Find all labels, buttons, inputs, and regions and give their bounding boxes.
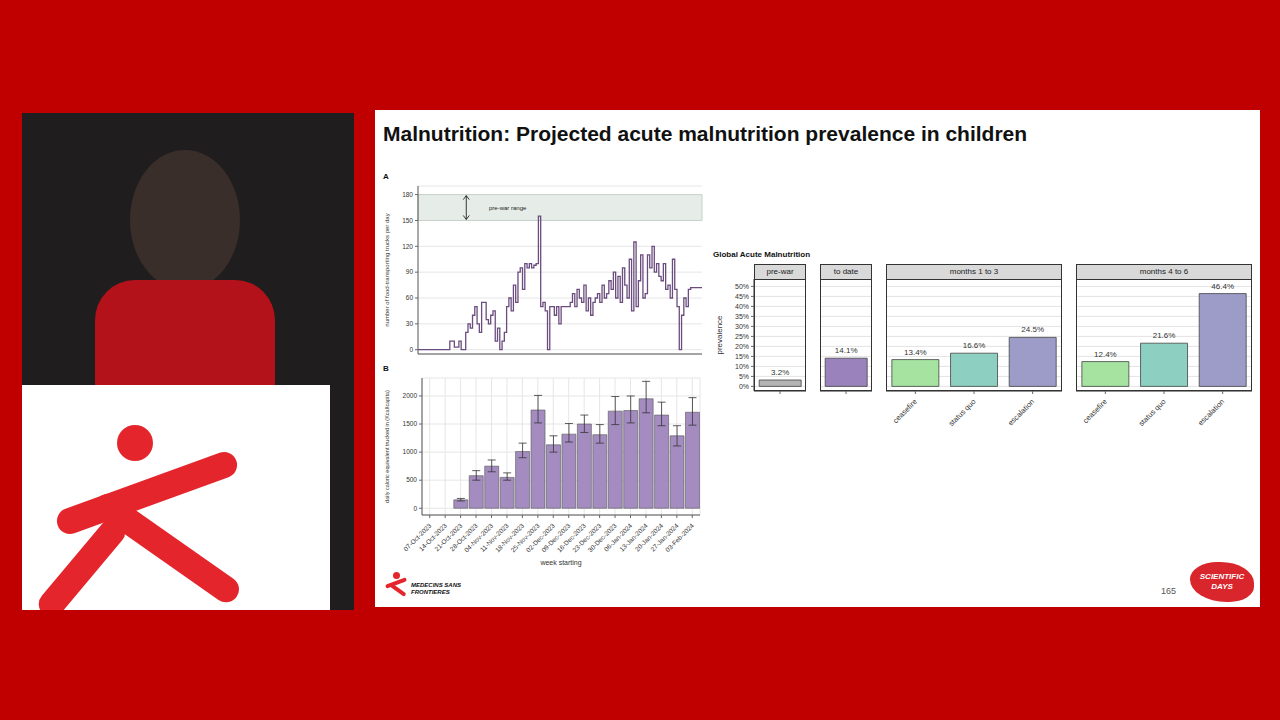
svg-text:30-Dec-2023: 30-Dec-2023	[586, 521, 618, 554]
svg-text:18-Nov-2023: 18-Nov-2023	[493, 521, 526, 554]
svg-text:500: 500	[406, 476, 417, 483]
svg-text:16.6%: 16.6%	[963, 341, 986, 350]
svg-text:0: 0	[413, 505, 417, 512]
svg-text:ceasefire: ceasefire	[1081, 397, 1109, 425]
html-text:A: A	[383, 172, 389, 181]
svg-text:status quo: status quo	[947, 397, 978, 428]
svg-text:14.1%: 14.1%	[835, 346, 858, 355]
svg-text:0%: 0%	[739, 383, 749, 390]
svg-text:21.6%: 21.6%	[1153, 331, 1176, 340]
html-text:months 4 to 6: months 4 to 6	[1139, 267, 1189, 276]
svg-text:30%: 30%	[735, 323, 749, 330]
svg-text:35%: 35%	[735, 313, 749, 320]
html-text:Malnutrition: Projected acute: Malnutrition: Projected acute malnutriti…	[383, 122, 1028, 145]
svg-text:20-Jan-2024: 20-Jan-2024	[633, 521, 665, 553]
svg-text:status quo: status quo	[1137, 397, 1168, 428]
svg-text:14-Oct-2023: 14-Oct-2023	[417, 521, 448, 553]
html-text:pre-war: pre-war	[766, 267, 794, 276]
svg-text:60: 60	[406, 294, 414, 301]
svg-text:daily caloric equivalent truck: daily caloric equivalent trucked in (Kca…	[384, 390, 390, 503]
svg-text:30: 30	[406, 320, 414, 327]
html-text:months 1 to 3: months 1 to 3	[949, 267, 999, 276]
svg-text:120: 120	[402, 243, 413, 250]
svg-text:46.4%: 46.4%	[1211, 282, 1234, 291]
svg-text:23-Dec-2023: 23-Dec-2023	[570, 521, 603, 554]
svg-text:03-Feb-2024: 03-Feb-2024	[664, 522, 696, 554]
svg-text:25%: 25%	[735, 333, 749, 340]
svg-text:04-Nov-2023: 04-Nov-2023	[462, 521, 495, 554]
html-text:Global Acute Malnutrition: Global Acute Malnutrition	[713, 250, 810, 259]
html-text:165: 165	[1161, 586, 1176, 596]
svg-text:1000: 1000	[403, 448, 418, 455]
svg-text:10%: 10%	[735, 363, 749, 370]
svg-text:20%: 20%	[735, 343, 749, 350]
svg-text:15%: 15%	[735, 353, 749, 360]
html-text:SCIENTIFIC DAYS: SCIENTIFIC DAYS	[1199, 572, 1245, 591]
svg-text:150: 150	[402, 217, 413, 224]
svg-text:16-Dec-2023: 16-Dec-2023	[555, 521, 587, 554]
svg-text:5%: 5%	[739, 373, 749, 380]
svg-text:24.5%: 24.5%	[1021, 325, 1044, 334]
svg-text:escalation: escalation	[1006, 397, 1036, 427]
svg-text:11-Nov-2023: 11-Nov-2023	[478, 521, 510, 554]
svg-text:2000: 2000	[403, 392, 418, 399]
svg-text:3.2%: 3.2%	[771, 368, 789, 377]
svg-text:week starting: week starting	[539, 559, 581, 567]
svg-text:27-Jan-2024: 27-Jan-2024	[648, 521, 680, 553]
svg-text:1500: 1500	[403, 420, 418, 427]
svg-text:50%: 50%	[735, 283, 749, 290]
svg-text:0: 0	[409, 346, 413, 353]
svg-text:ceasefire: ceasefire	[891, 397, 919, 425]
svg-text:45%: 45%	[735, 293, 749, 300]
svg-text:escalation: escalation	[1196, 397, 1226, 427]
html-text:to date: to date	[833, 267, 859, 276]
svg-text:pre-war range: pre-war range	[489, 205, 527, 211]
svg-text:40%: 40%	[735, 303, 749, 310]
svg-text:180: 180	[402, 191, 413, 198]
svg-text:02-Dec-2023: 02-Dec-2023	[524, 521, 557, 554]
html-text:MEDECINS SANS FRONTIERES: MEDECINS SANS FRONTIERES	[411, 582, 461, 595]
svg-text:90: 90	[406, 268, 414, 275]
html-text:B: B	[383, 364, 389, 373]
svg-text:25-Nov-2023: 25-Nov-2023	[509, 521, 541, 554]
svg-text:07-Oct-2023: 07-Oct-2023	[402, 521, 433, 553]
svg-text:28-Oct-2023: 28-Oct-2023	[448, 521, 479, 553]
svg-text:09-Dec-2023: 09-Dec-2023	[540, 521, 572, 554]
svg-text:12.4%: 12.4%	[1094, 350, 1117, 359]
svg-text:13.4%: 13.4%	[904, 348, 927, 357]
svg-text:prevalence: prevalence	[715, 315, 724, 355]
svg-text:number of food-transporting tr: number of food-transporting trucks per d…	[384, 213, 390, 326]
svg-text:21-Oct-2023: 21-Oct-2023	[432, 521, 464, 553]
svg-text:06-Jan-2024: 06-Jan-2024	[602, 521, 634, 553]
svg-text:13-Jan-2024: 13-Jan-2024	[618, 521, 649, 553]
